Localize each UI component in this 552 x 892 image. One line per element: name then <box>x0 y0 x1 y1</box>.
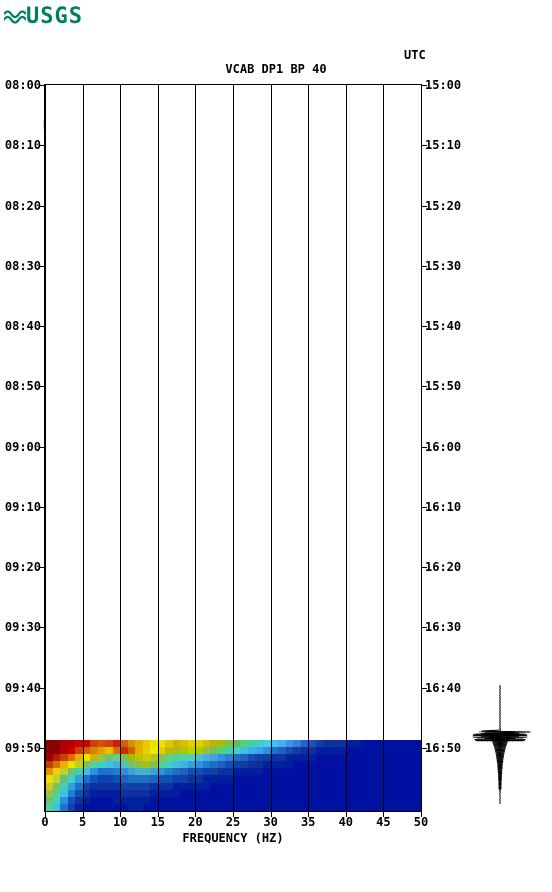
chart-title-line1: VCAB DP1 BP 40 <box>0 62 552 76</box>
ytick-left: 09:10 <box>5 500 41 514</box>
xtick: 35 <box>301 815 315 829</box>
ytick-left: 09:40 <box>5 681 41 695</box>
ytick-right: 16:30 <box>425 620 461 634</box>
ytick-left: 08:20 <box>5 199 41 213</box>
usgs-wave-icon <box>4 8 26 26</box>
spectrogram-plot: 08:0015:0008:1015:1008:2015:2008:3015:30… <box>44 84 422 812</box>
xtick: 30 <box>263 815 277 829</box>
ytick-left: 08:50 <box>5 379 41 393</box>
ytick-right: 15:40 <box>425 319 461 333</box>
ytick-right: 16:50 <box>425 741 461 755</box>
ytick-right: 15:50 <box>425 379 461 393</box>
xtick: 45 <box>376 815 390 829</box>
usgs-logo-text: USGS <box>26 4 83 29</box>
xtick: 25 <box>226 815 240 829</box>
xtick: 50 <box>414 815 428 829</box>
xtick: 40 <box>339 815 353 829</box>
ytick-left: 09:00 <box>5 440 41 454</box>
ytick-right: 16:10 <box>425 500 461 514</box>
xtick: 10 <box>113 815 127 829</box>
ytick-right: 15:10 <box>425 138 461 152</box>
utc-label: UTC <box>404 48 426 62</box>
ytick-left: 08:40 <box>5 319 41 333</box>
ytick-right: 16:00 <box>425 440 461 454</box>
waveform-trace <box>460 685 540 805</box>
xtick: 20 <box>188 815 202 829</box>
ytick-left: 09:30 <box>5 620 41 634</box>
ytick-right: 15:20 <box>425 199 461 213</box>
ytick-right: 16:20 <box>425 560 461 574</box>
x-axis-label: FREQUENCY (HZ) <box>182 831 283 845</box>
xtick: 0 <box>41 815 48 829</box>
xtick: 15 <box>151 815 165 829</box>
ytick-left: 08:00 <box>5 78 41 92</box>
ytick-left: 08:10 <box>5 138 41 152</box>
ytick-left: 09:20 <box>5 560 41 574</box>
waveform-side-panel <box>460 84 540 810</box>
ytick-right: 15:00 <box>425 78 461 92</box>
ytick-left: 08:30 <box>5 259 41 273</box>
ytick-right: 16:40 <box>425 681 461 695</box>
ytick-right: 15:30 <box>425 259 461 273</box>
xtick: 5 <box>79 815 86 829</box>
usgs-logo: USGS <box>4 4 83 29</box>
ytick-left: 09:50 <box>5 741 41 755</box>
